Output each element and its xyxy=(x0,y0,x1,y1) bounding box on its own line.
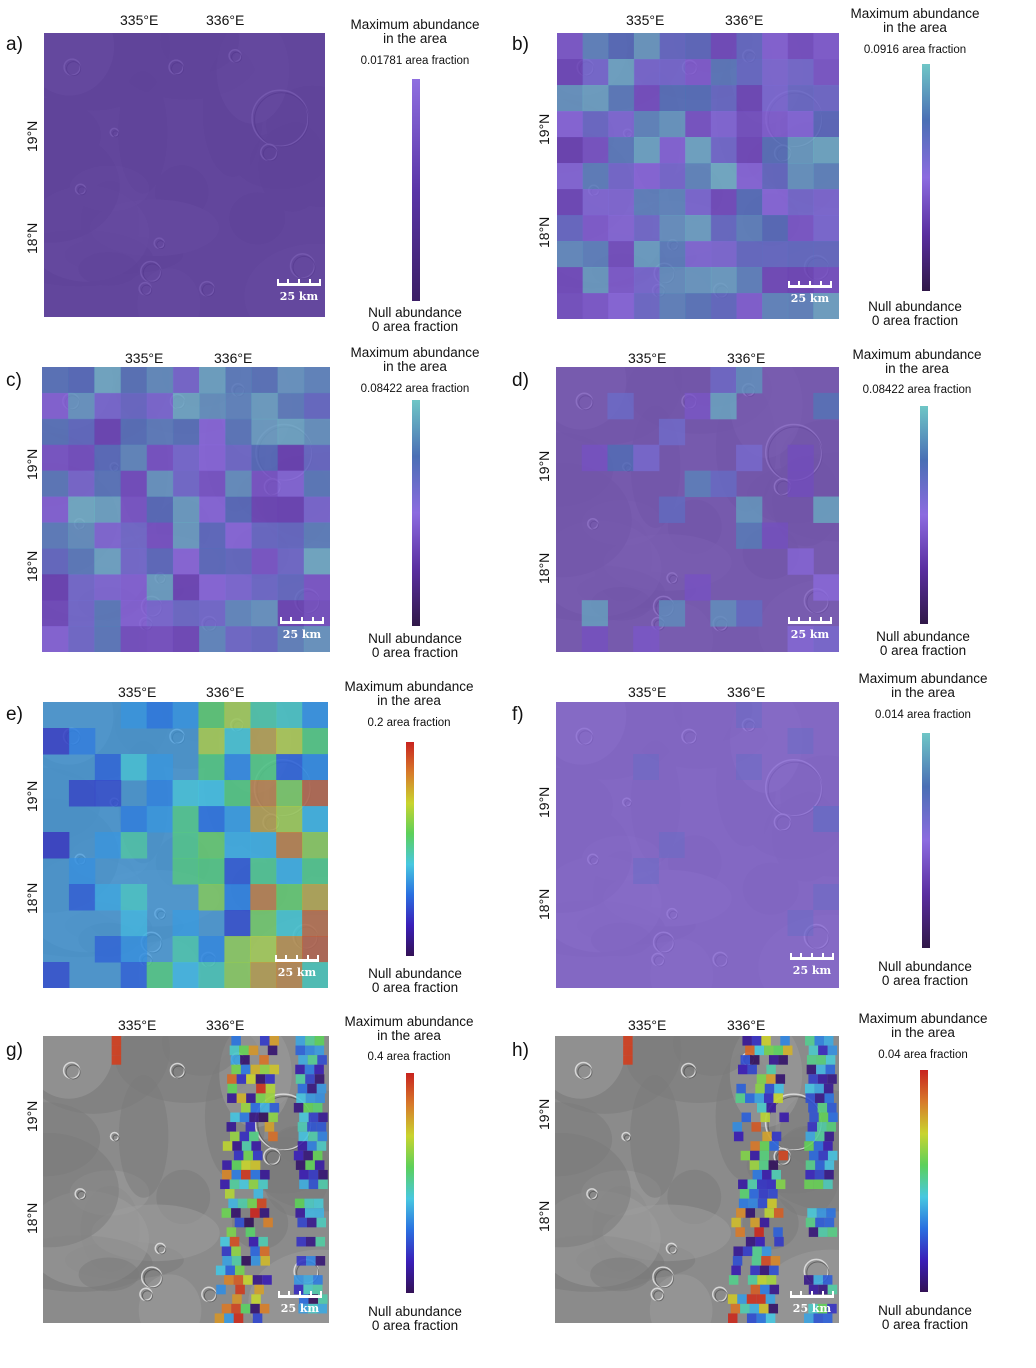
colorbar xyxy=(406,742,414,956)
lon-label-336: 336°E xyxy=(727,684,766,700)
panel-label: g) xyxy=(6,1040,23,1061)
abundance-map xyxy=(44,33,325,317)
abundance-map xyxy=(43,1036,329,1323)
lat-label-19: 19°N xyxy=(536,1098,552,1130)
lat-label-19: 19°N xyxy=(536,786,552,818)
colorbar xyxy=(412,79,420,301)
colorbar-title: Maximum abundance in the area xyxy=(350,17,480,46)
lat-label-18: 18°N xyxy=(24,1202,40,1234)
panel-label: d) xyxy=(512,370,529,391)
colorbar xyxy=(922,733,930,948)
colorbar-title: Maximum abundance in the area xyxy=(350,345,480,374)
scale-bar: 25 km xyxy=(275,954,319,979)
lat-label-18: 18°N xyxy=(24,550,40,582)
lat-label-19: 19°N xyxy=(536,113,552,145)
colorbar-null-label: Null abundance 0 area fraction xyxy=(368,631,462,660)
colorbar-null-label: Null abundance 0 area fraction xyxy=(878,1303,972,1332)
lon-label-336: 336°E xyxy=(727,350,766,366)
colorbar-max-label: 0.08422 area fraction xyxy=(862,384,972,396)
lon-label-335: 335°E xyxy=(628,1017,667,1033)
scale-bar: 25 km xyxy=(280,616,324,641)
panel-label: a) xyxy=(6,34,23,55)
scale-bar: 25 km xyxy=(790,1290,834,1315)
lat-label-19: 19°N xyxy=(536,450,552,482)
colorbar-null-label: Null abundance 0 area fraction xyxy=(368,1304,462,1333)
colorbar-title: Maximum abundance in the area xyxy=(858,1011,988,1040)
lon-label-336: 336°E xyxy=(206,684,245,700)
colorbar-null-label: Null abundance 0 area fraction xyxy=(878,959,972,988)
abundance-map xyxy=(556,367,839,652)
colorbar-title: Maximum abundance in the area xyxy=(344,1014,474,1043)
colorbar-title: Maximum abundance in the area xyxy=(850,6,980,35)
lon-label-336: 336°E xyxy=(727,1017,766,1033)
lon-label-335: 335°E xyxy=(120,12,159,28)
colorbar-max-label: 0.014 area fraction xyxy=(875,709,971,721)
abundance-map xyxy=(555,1036,839,1323)
scale-bar: 25 km xyxy=(790,952,834,977)
abundance-map xyxy=(556,702,839,988)
colorbar-null-label: Null abundance 0 area fraction xyxy=(368,305,462,334)
panel-label: f) xyxy=(512,704,524,725)
panel-label: e) xyxy=(6,704,23,725)
lon-label-335: 335°E xyxy=(626,12,665,28)
colorbar-title: Maximum abundance in the area xyxy=(344,679,474,708)
colorbar xyxy=(406,1073,414,1293)
scale-bar: 25 km xyxy=(788,616,832,641)
lat-label-18: 18°N xyxy=(536,552,552,584)
lon-label-335: 335°E xyxy=(628,684,667,700)
lat-label-19: 19°N xyxy=(24,780,40,812)
lon-label-336: 336°E xyxy=(206,12,245,28)
lon-label-335: 335°E xyxy=(118,1017,157,1033)
colorbar-null-label: Null abundance 0 area fraction xyxy=(876,629,970,658)
colorbar-max-label: 0.08422 area fraction xyxy=(360,383,470,395)
panel-label: b) xyxy=(512,34,529,55)
lat-label-19: 19°N xyxy=(24,448,40,480)
lat-label-18: 18°N xyxy=(24,882,40,914)
lat-label-18: 18°N xyxy=(24,222,40,254)
colorbar-max-label: 0.01781 area fraction xyxy=(360,55,470,67)
scale-bar: 25 km xyxy=(788,280,832,305)
scale-bar: 25 km xyxy=(277,278,321,303)
colorbar-max-label: 0.4 area fraction xyxy=(367,1051,451,1063)
lat-label-19: 19°N xyxy=(24,1100,40,1132)
colorbar-null-label: Null abundance 0 area fraction xyxy=(868,299,962,328)
colorbar xyxy=(922,64,930,291)
lon-label-335: 335°E xyxy=(125,350,164,366)
abundance-map xyxy=(557,33,839,319)
scale-bar: 25 km xyxy=(278,1290,322,1315)
lon-label-336: 336°E xyxy=(214,350,253,366)
abundance-map xyxy=(43,702,328,988)
colorbar-max-label: 0.04 area fraction xyxy=(878,1049,968,1061)
colorbar xyxy=(920,406,928,624)
lat-label-18: 18°N xyxy=(536,216,552,248)
lon-label-336: 336°E xyxy=(725,12,764,28)
colorbar xyxy=(920,1070,928,1292)
panel-label: c) xyxy=(6,370,22,391)
colorbar-title: Maximum abundance in the area xyxy=(852,347,982,376)
lon-label-335: 335°E xyxy=(118,684,157,700)
panel-label: h) xyxy=(512,1040,529,1061)
lat-label-19: 19°N xyxy=(24,120,40,152)
colorbar xyxy=(412,400,420,626)
colorbar-title: Maximum abundance in the area xyxy=(858,671,988,700)
colorbar-max-label: 0.2 area fraction xyxy=(367,717,451,729)
lat-label-18: 18°N xyxy=(536,888,552,920)
abundance-map xyxy=(42,367,330,652)
colorbar-max-label: 0.0916 area fraction xyxy=(863,44,967,56)
lat-label-18: 18°N xyxy=(536,1200,552,1232)
colorbar-null-label: Null abundance 0 area fraction xyxy=(368,966,462,995)
lon-label-336: 336°E xyxy=(206,1017,245,1033)
lon-label-335: 335°E xyxy=(628,350,667,366)
